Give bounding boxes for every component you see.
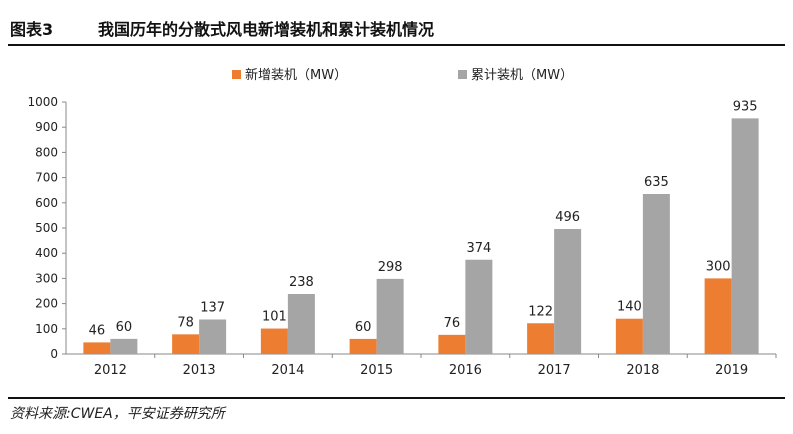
- y-tick-label: 900: [35, 120, 58, 134]
- legend-swatch-cumulative: [458, 70, 467, 79]
- bar-cumulative-2012: [110, 338, 138, 354]
- figure-label: 图表3: [10, 20, 54, 39]
- y-tick-label: 600: [35, 196, 58, 210]
- data-label-new-2016: 76: [444, 316, 461, 331]
- y-tick-label: 500: [35, 221, 58, 235]
- y-tick-label: 400: [35, 246, 58, 260]
- legend-label-new: 新增装机（MW）: [245, 67, 347, 83]
- bar-new-2017: [527, 323, 555, 354]
- y-tick-label: 200: [35, 297, 58, 311]
- bar-cumulative-2016: [465, 259, 493, 354]
- bar-cumulative-2013: [199, 319, 227, 354]
- bar-new-2015: [349, 338, 377, 354]
- y-tick-label: 0: [50, 347, 58, 361]
- x-tick-label-2015: 2015: [360, 363, 393, 378]
- data-label-new-2014: 101: [262, 310, 287, 325]
- legend-swatch-new: [232, 70, 241, 79]
- data-label-cumulative-2015: 298: [378, 260, 403, 275]
- data-label-cumulative-2016: 374: [466, 241, 491, 256]
- y-tick-label: 1000: [27, 95, 58, 109]
- bar-cumulative-2017: [554, 229, 582, 354]
- data-label-new-2019: 300: [706, 259, 731, 274]
- x-tick-label-2014: 2014: [271, 363, 304, 378]
- y-tick-label: 800: [35, 145, 58, 159]
- x-tick-label-2013: 2013: [183, 363, 216, 378]
- legend-label-cumulative: 累计装机（MW）: [471, 68, 573, 83]
- y-tick-label: 100: [35, 322, 58, 336]
- x-tick-label-2018: 2018: [626, 363, 659, 378]
- bar-cumulative-2015: [376, 278, 404, 354]
- chart: 0 100 200 300 400 500 600 700 800 900 1000 46 60 2012…: [27, 67, 777, 378]
- y-tick-label: 700: [35, 171, 58, 185]
- data-label-new-2017: 122: [528, 304, 553, 319]
- bar-cumulative-2014: [287, 294, 315, 354]
- top-rule: [8, 44, 785, 46]
- data-label-cumulative-2019: 935: [733, 99, 758, 114]
- x-tick-label-2017: 2017: [538, 363, 571, 378]
- data-label-cumulative-2013: 137: [200, 300, 225, 315]
- data-label-cumulative-2017: 496: [555, 210, 580, 225]
- x-tick-label-2012: 2012: [94, 363, 127, 378]
- bar-new-2014: [260, 328, 288, 354]
- x-tick-label-2016: 2016: [449, 363, 482, 378]
- figure-header: 图表3 我国历年的分散式风电新增装机和累计装机情况: [0, 0, 793, 44]
- x-tick-label-2019: 2019: [715, 363, 748, 378]
- data-label-cumulative-2018: 635: [644, 175, 669, 190]
- data-label-new-2015: 60: [355, 320, 372, 335]
- y-tick-label: 300: [35, 271, 58, 285]
- data-label-new-2013: 78: [177, 315, 194, 330]
- figure-title: 我国历年的分散式风电新增装机和累计装机情况: [98, 20, 435, 39]
- bar-new-2013: [172, 334, 200, 354]
- bar-new-2018: [615, 318, 643, 354]
- data-label-new-2018: 140: [617, 300, 642, 315]
- bar-cumulative-2018: [642, 193, 670, 354]
- bar-new-2016: [438, 334, 466, 354]
- data-label-cumulative-2014: 238: [289, 275, 314, 290]
- source-note: 资料来源:CWEA，平安证券研究所: [10, 406, 225, 422]
- bottom-rule: [8, 397, 785, 399]
- bar-new-2012: [83, 342, 111, 354]
- bar-new-2019: [704, 278, 732, 354]
- bar-cumulative-2019: [731, 118, 759, 354]
- data-label-new-2012: 46: [89, 323, 106, 338]
- data-label-cumulative-2012: 60: [116, 320, 133, 335]
